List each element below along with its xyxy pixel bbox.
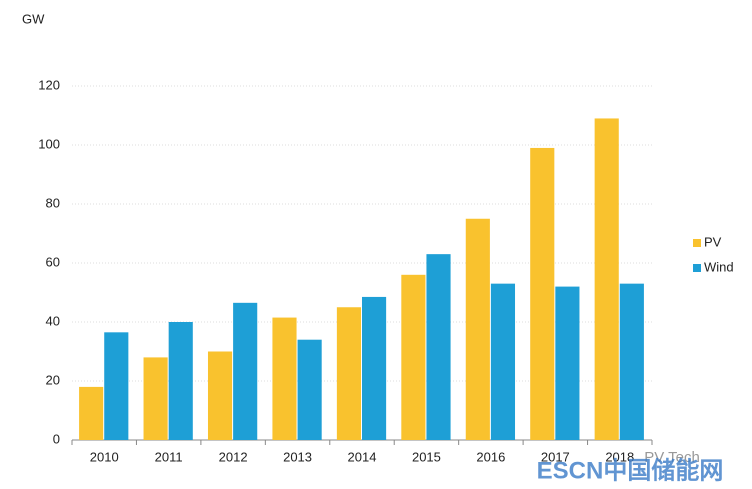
bar (336, 307, 361, 440)
bar (490, 283, 516, 440)
x-tick-label: 2014 (348, 449, 377, 464)
bar (297, 339, 322, 440)
y-tick-label: 20 (46, 372, 60, 387)
bar (79, 386, 104, 440)
watermark: ESCN中国储能网 (537, 456, 724, 484)
bar (143, 357, 168, 440)
legend-swatch (693, 264, 701, 272)
bar (594, 118, 619, 440)
y-axis-label: GW (22, 11, 45, 26)
bar (362, 296, 387, 440)
x-tick-label: 2013 (283, 449, 312, 464)
watermark: PV Tech (644, 449, 700, 466)
x-tick-label: 2011 (155, 449, 183, 464)
x-tick-label: 2018 (605, 449, 634, 464)
bar (619, 283, 644, 440)
x-tick-label: 2012 (219, 449, 248, 464)
x-tick-label: 2016 (476, 449, 505, 464)
x-tick-label: 2017 (541, 449, 570, 464)
bar (530, 147, 555, 440)
bar (555, 286, 580, 440)
y-tick-label: 60 (46, 254, 60, 269)
bar (426, 254, 451, 440)
bar (207, 351, 233, 440)
bar (465, 218, 490, 440)
y-tick-label: 40 (46, 313, 60, 328)
y-tick-label: 100 (38, 136, 60, 151)
y-tick-label: 0 (53, 431, 60, 446)
bar (233, 302, 258, 440)
y-tick-label: 120 (38, 77, 60, 92)
bar (168, 322, 193, 440)
x-tick-label: 2015 (412, 449, 441, 464)
bar (272, 317, 297, 440)
legend-label: PV (704, 234, 722, 249)
legend-label: Wind (704, 259, 734, 274)
legend-swatch (693, 239, 701, 247)
y-tick-label: 80 (46, 195, 60, 210)
bar (401, 274, 426, 440)
x-tick-label: 2010 (90, 449, 119, 464)
bar (104, 332, 129, 440)
